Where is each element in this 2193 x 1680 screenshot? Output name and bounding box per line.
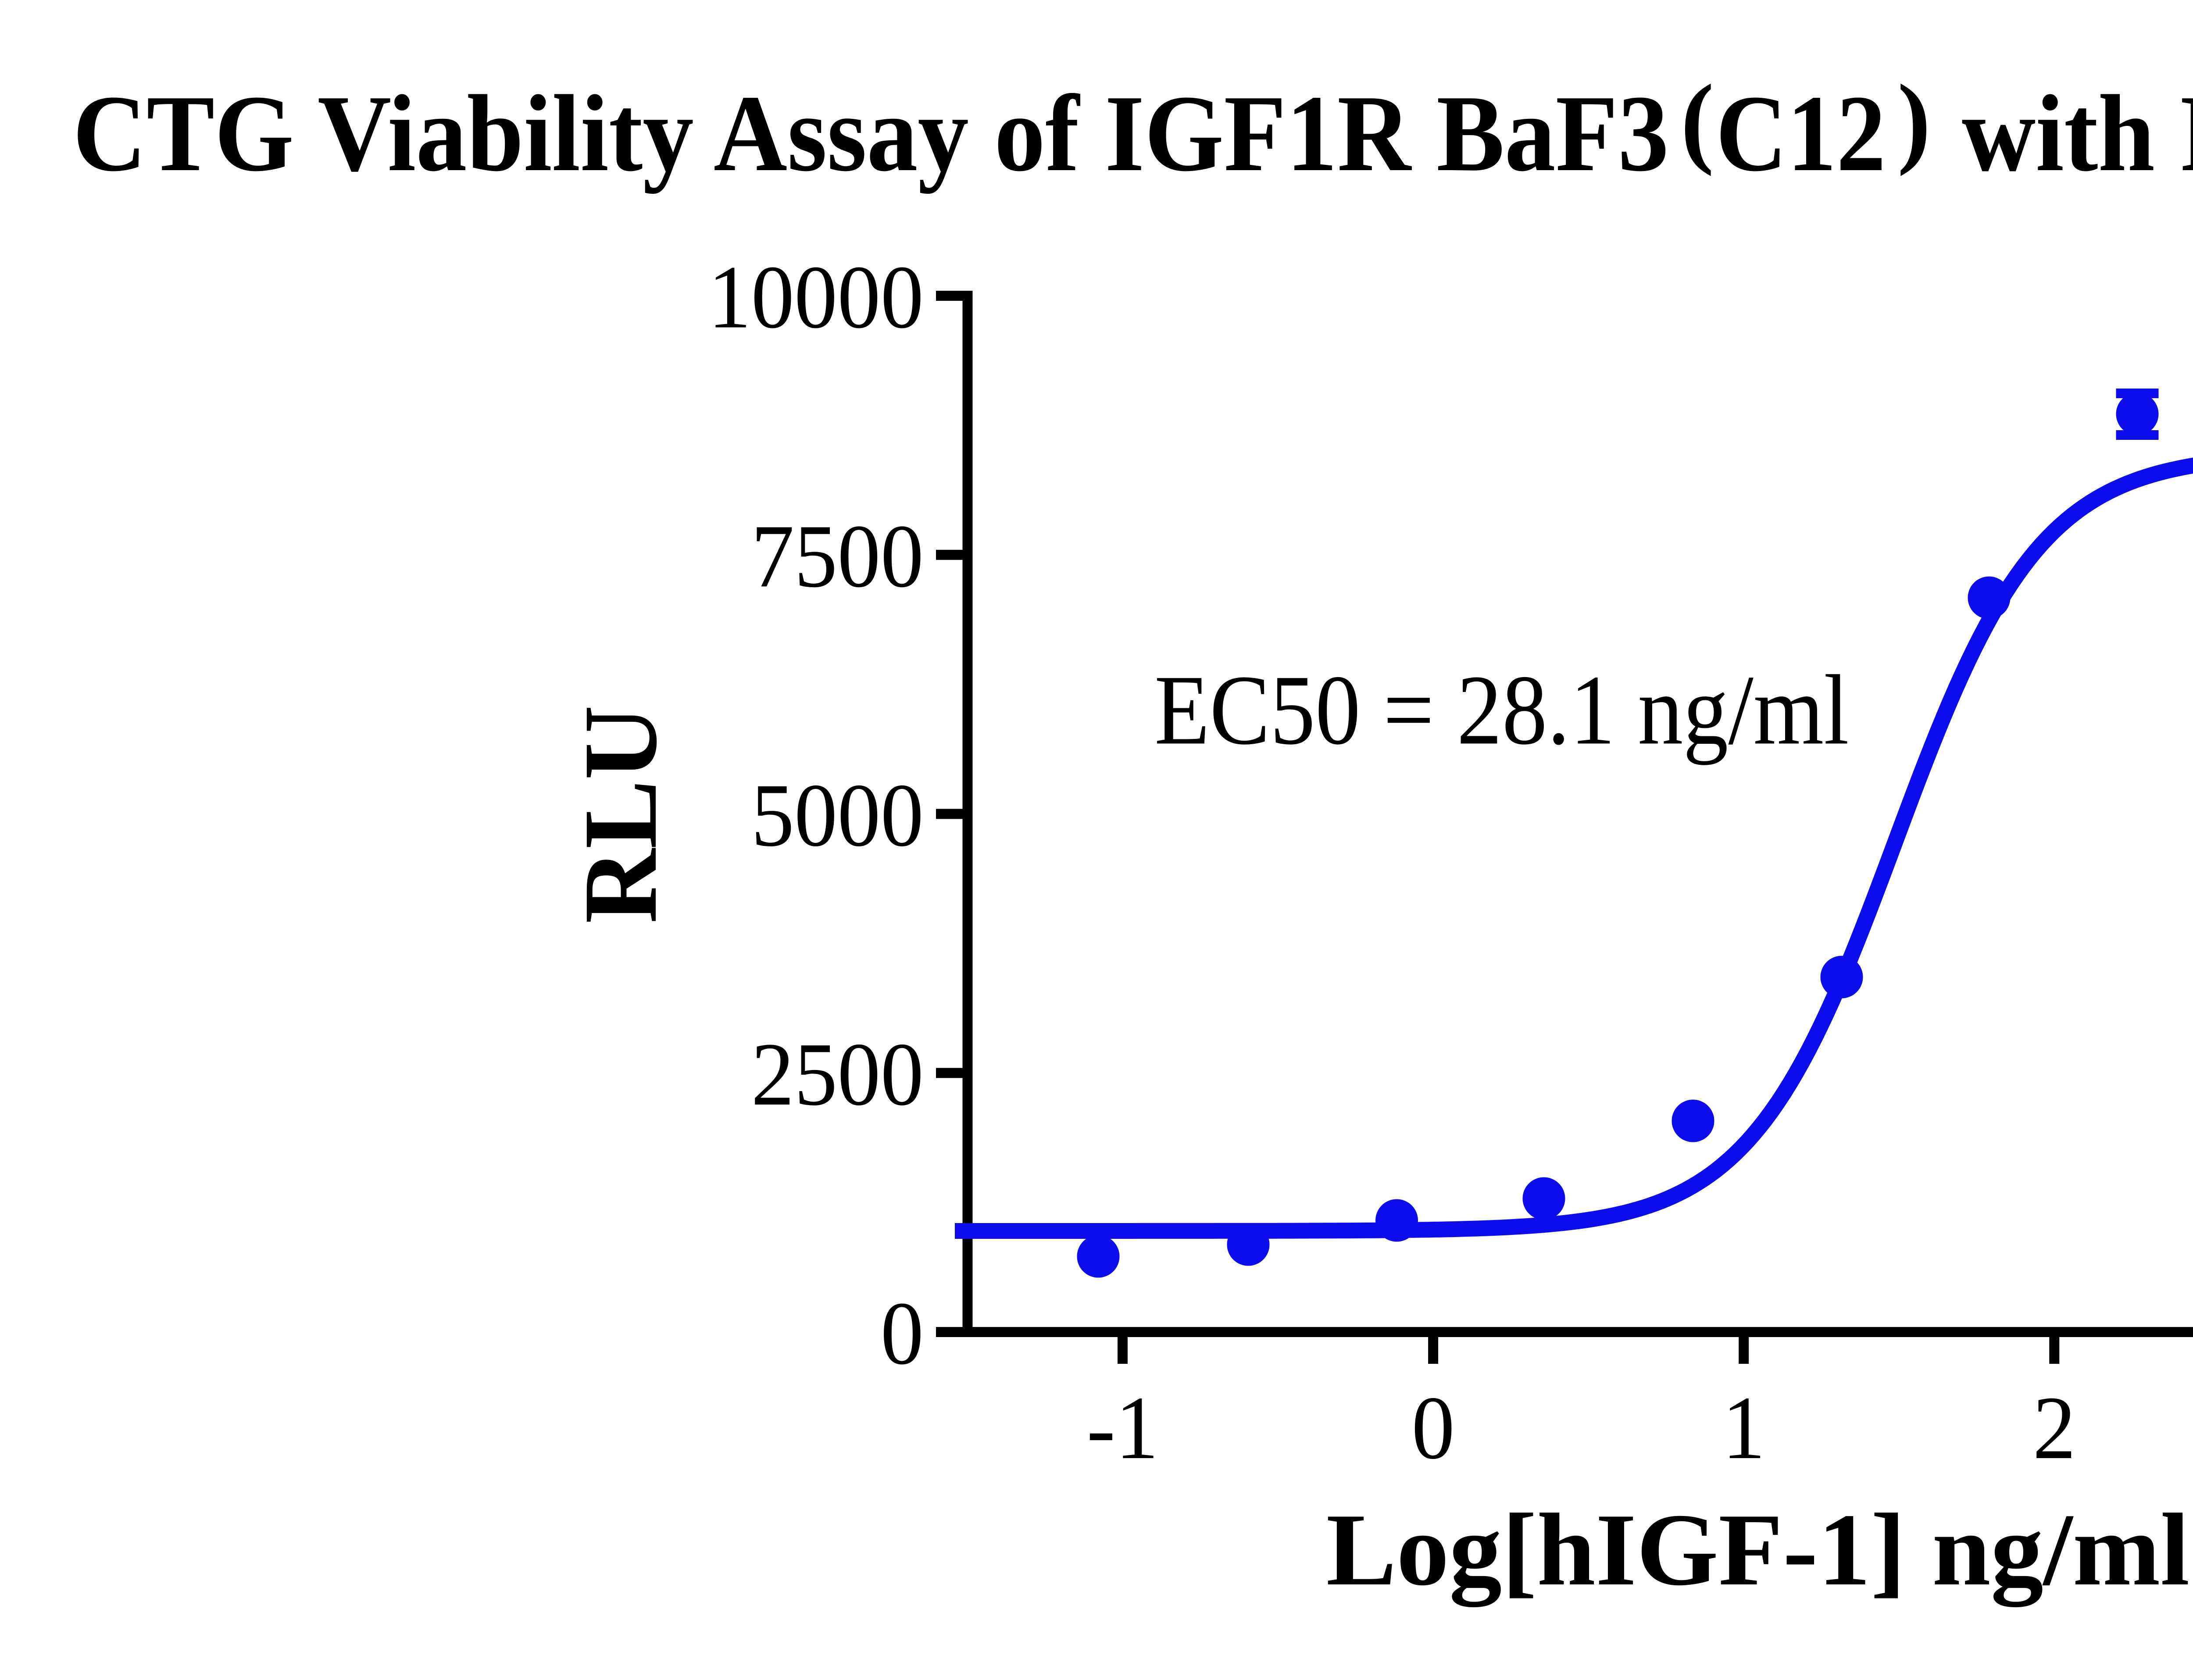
svg-text:0: 0 <box>881 1283 924 1383</box>
svg-text:0: 0 <box>1411 1378 1454 1478</box>
svg-text:Log[hIGF-1] ng/ml: Log[hIGF-1] ng/ml <box>1326 1492 2190 1607</box>
svg-text:2500: 2500 <box>751 1024 924 1124</box>
svg-text:CTG Viability Assay of IGF1R B: CTG Viability Assay of IGF1R BaF3 <box>73 73 1669 194</box>
svg-text:RLU: RLU <box>562 705 679 924</box>
svg-text:): ) <box>1897 64 1931 177</box>
svg-text:7500: 7500 <box>751 506 924 606</box>
svg-text:1: 1 <box>1722 1378 1765 1478</box>
svg-text:EC50 = 28.1 ng/ml: EC50 = 28.1 ng/ml <box>1154 655 1849 766</box>
svg-text:2: 2 <box>2033 1378 2076 1478</box>
svg-text:-1: -1 <box>1087 1378 1159 1478</box>
svg-text:5000: 5000 <box>751 765 924 865</box>
svg-text:(: ( <box>1681 64 1714 177</box>
svg-text:10000: 10000 <box>708 247 924 347</box>
svg-text:C12: C12 <box>1716 73 1886 194</box>
svg-text:with Recombinant Human IGF-1: with Recombinant Human IGF-1 <box>1962 73 2193 194</box>
